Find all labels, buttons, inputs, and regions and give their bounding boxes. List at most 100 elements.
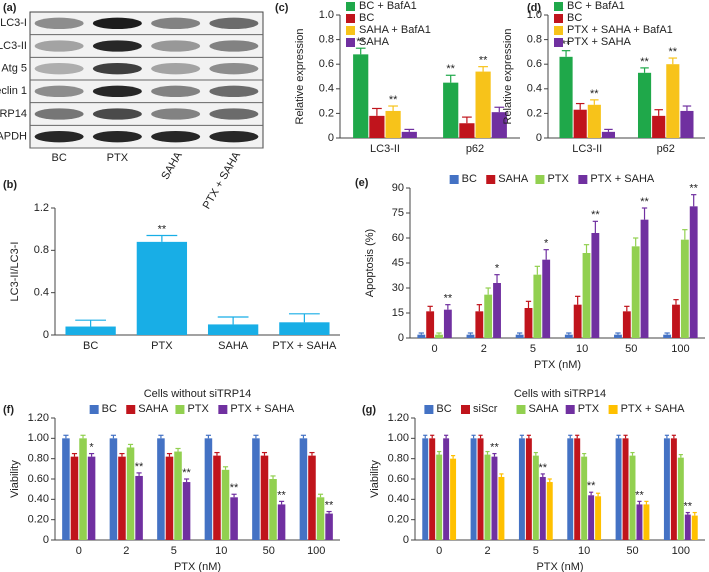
panel-label: (c) (275, 2, 289, 14)
bar (518, 438, 525, 540)
legend-label: BC (462, 173, 477, 185)
y-tick-label: 0.20 (28, 514, 49, 526)
blot-band (92, 108, 142, 120)
y-tick-label: 0.2 (319, 107, 334, 119)
bar (118, 456, 126, 540)
blot-band (92, 62, 142, 75)
blot-column-label: BC (51, 152, 66, 164)
legend-label: BC (359, 12, 374, 24)
bar (230, 497, 238, 540)
bar (533, 274, 542, 338)
legend-swatch (89, 405, 99, 414)
bar (443, 309, 452, 338)
y-tick-label: 0.40 (28, 493, 49, 505)
bar (443, 82, 459, 138)
bar (165, 456, 174, 540)
blot-band (151, 108, 201, 120)
significance: * (495, 263, 500, 275)
bar (450, 458, 457, 540)
x-tick-label: 50 (625, 343, 637, 355)
blot-band (209, 108, 259, 120)
legend-swatch (126, 405, 136, 414)
significance: ** (325, 499, 334, 511)
bar (677, 457, 684, 540)
x-tick-label: p62 (657, 143, 675, 155)
legend-swatch (346, 14, 355, 23)
blot-band (92, 131, 142, 143)
blot-band (92, 40, 142, 52)
blot-band (34, 40, 84, 52)
bar (401, 131, 417, 138)
bar (640, 219, 649, 338)
bar (573, 304, 582, 338)
legend-swatch (535, 175, 545, 184)
x-tick-label: LC3-II (572, 143, 602, 155)
x-axis-label: PTX (nM) (536, 561, 583, 572)
y-tick-label: 0.8 (319, 34, 334, 46)
y-tick-label: 1.20 (388, 412, 409, 424)
legend-label: siScr (473, 403, 498, 415)
blot-column-label: SAHA (159, 149, 185, 182)
legend-label: PTX + SAHA + BafA1 (567, 24, 673, 36)
x-tick-label: 10 (576, 343, 588, 355)
y-axis-label: Viability (369, 460, 381, 498)
significance: * (89, 441, 94, 453)
bar (353, 54, 369, 138)
legend-label: BC (567, 12, 582, 24)
y-tick-label: 0 (43, 534, 49, 546)
bar (567, 438, 574, 540)
blot-band (92, 17, 142, 29)
x-axis-label: PTX (nM) (534, 359, 581, 371)
legend-label: BC + BafA1 (567, 0, 625, 12)
bar (680, 239, 689, 338)
bar (435, 334, 443, 338)
bar (277, 504, 286, 540)
y-tick-label: 1.0 (319, 9, 334, 21)
blot-band (34, 108, 84, 120)
bar (643, 504, 650, 540)
y-tick-label: 1.00 (388, 432, 409, 444)
significance: ** (230, 482, 239, 494)
bar (691, 515, 698, 540)
legend-swatch (449, 175, 459, 184)
bar (564, 334, 573, 338)
bar (491, 112, 507, 138)
y-axis-label: Relative expression (294, 29, 306, 125)
significance: ** (490, 441, 499, 453)
bar (221, 469, 230, 540)
blot-column-label: PTX + SAHA (201, 149, 244, 211)
bar (588, 495, 595, 540)
bar (174, 451, 182, 540)
blot-band (151, 17, 201, 29)
legend-swatch (554, 26, 563, 35)
bar (493, 283, 501, 338)
blot-band (151, 131, 201, 143)
bar (252, 438, 260, 540)
legend-label: PTX (547, 173, 569, 185)
x-tick-label: 5 (530, 343, 536, 355)
bar (484, 454, 491, 540)
y-tick-label: 0.4 (527, 83, 542, 95)
bar (595, 496, 602, 540)
bar (670, 438, 677, 540)
blot-band (209, 131, 259, 143)
x-tick-label: 50 (263, 545, 275, 557)
legend-swatch (461, 405, 470, 414)
legend-label: PTX (187, 403, 209, 415)
bar (62, 438, 70, 540)
bar (466, 334, 475, 338)
bar (684, 514, 691, 540)
x-tick-label: 100 (671, 343, 689, 355)
y-tick-label: 0.6 (527, 58, 542, 70)
bar (475, 71, 491, 138)
bar (443, 438, 450, 540)
x-tick-label: 0 (432, 343, 438, 355)
x-tick-label: 2 (123, 545, 129, 557)
x-tick-label: 2 (481, 343, 487, 355)
blot-row-label: LC3-I (0, 17, 27, 29)
bar (79, 438, 87, 540)
y-tick-label: 30 (392, 282, 404, 294)
y-tick-label: 0 (536, 132, 542, 144)
significance: ** (539, 462, 548, 474)
